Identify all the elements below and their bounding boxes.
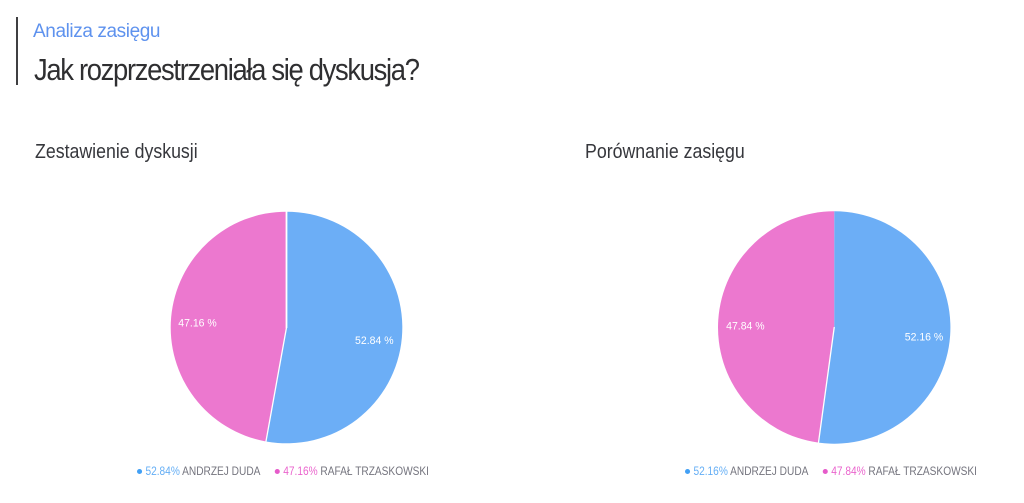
svg-text:47.16 %: 47.16 % (178, 318, 217, 330)
svg-text:52.84 %: 52.84 % (355, 335, 394, 347)
svg-text:52.16 %: 52.16 % (905, 332, 944, 344)
svg-text:47.84 %: 47.84 % (726, 320, 765, 332)
